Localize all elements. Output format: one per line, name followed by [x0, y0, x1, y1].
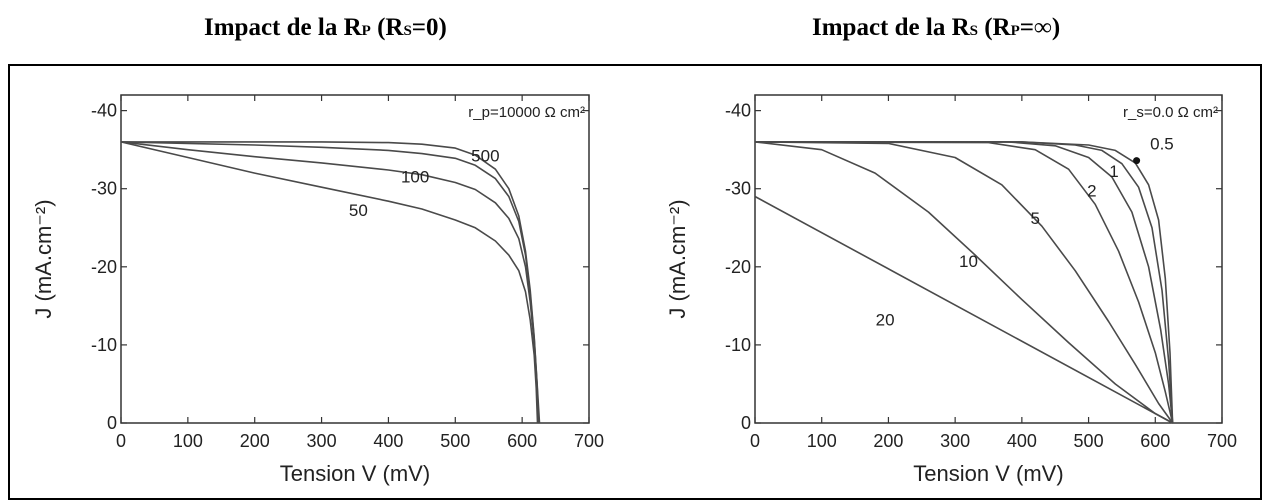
- series-line-0_0: [755, 141, 1174, 424]
- resistance-annotation: r_p=10000 Ω cm²: [468, 104, 585, 121]
- left-chart-title: Impact de la RP (RS=0): [204, 14, 447, 41]
- y-tick-label: -10: [91, 335, 117, 355]
- x-tick-label: 0: [750, 431, 760, 451]
- series-line-10: [754, 141, 1173, 424]
- x-tick-label: 300: [307, 431, 337, 451]
- x-tick-label: 700: [574, 431, 604, 451]
- x-tick-label: 500: [1074, 431, 1104, 451]
- y-tick-label: 0: [741, 413, 751, 433]
- y-axis-label: J (mA.cm⁻²): [665, 199, 690, 318]
- resistance-annotation: r_s=0.0 Ω cm²: [1123, 104, 1218, 121]
- series-label-2: 2: [1087, 182, 1096, 201]
- x-tick-label: 300: [940, 431, 970, 451]
- series-line-5: [754, 141, 1174, 424]
- x-tick-label: 200: [240, 431, 270, 451]
- y-tick-label: -20: [725, 257, 751, 277]
- series-line-500: [120, 141, 540, 424]
- x-tick-label: 200: [873, 431, 903, 451]
- chart-panel-rp: 0 100 200 300 400 500 600 700 0 -10 -20 -30 -40 Tensi…: [31, 94, 604, 486]
- y-tick-label: -30: [725, 179, 751, 199]
- x-tick-label: 400: [1007, 431, 1037, 451]
- x-tick-label: 500: [440, 431, 470, 451]
- right-chart-title: Impact de la RS (RP=∞): [812, 14, 1061, 41]
- x-tick-label: 100: [807, 431, 837, 451]
- series-line-0_5: [755, 141, 1174, 424]
- series-label-500: 500: [471, 146, 499, 165]
- series-label-1: 1: [1109, 162, 1118, 181]
- series-line-10000: [121, 141, 541, 424]
- label-pointer-dot: [1133, 157, 1141, 165]
- series-line-20: [754, 195, 1173, 424]
- y-tick-label: -40: [91, 101, 117, 121]
- y-tick-label: -10: [725, 335, 751, 355]
- series-label-5: 5: [1030, 209, 1039, 228]
- series-label-100: 100: [401, 167, 429, 186]
- y-tick-label: -40: [725, 101, 751, 121]
- x-tick-label: 100: [173, 431, 203, 451]
- series-line-1: [755, 141, 1174, 424]
- series-label-20: 20: [876, 310, 895, 329]
- figure-frame: [8, 64, 1262, 500]
- y-tick-label: -20: [91, 257, 117, 277]
- series-line-100: [120, 141, 539, 424]
- x-tick-label: 400: [373, 431, 403, 451]
- series-line-50: [120, 141, 539, 424]
- plot-area-border: [754, 94, 1223, 424]
- y-axis-label: J (mA.cm⁻²): [31, 199, 56, 318]
- x-tick-label: 700: [1207, 431, 1237, 451]
- plot-area-border: [120, 94, 590, 424]
- series-label-50: 50: [349, 201, 368, 220]
- x-tick-label: 600: [1140, 431, 1170, 451]
- y-tick-label: -30: [91, 179, 117, 199]
- x-tick-label: 600: [507, 431, 537, 451]
- x-tick-label: 0: [116, 431, 126, 451]
- series-label-10: 10: [959, 252, 978, 271]
- series-line-2: [754, 141, 1174, 424]
- x-axis-label: Tension V (mV): [280, 461, 430, 486]
- x-axis-label: Tension V (mV): [913, 461, 1063, 486]
- series-label-0_5: 0.5: [1150, 135, 1174, 154]
- chart-panel-rs: 0 100 200 300 400 500 600 700 0 -10 -20 -30 -40 Tensi…: [665, 94, 1237, 486]
- y-tick-label: 0: [107, 413, 117, 433]
